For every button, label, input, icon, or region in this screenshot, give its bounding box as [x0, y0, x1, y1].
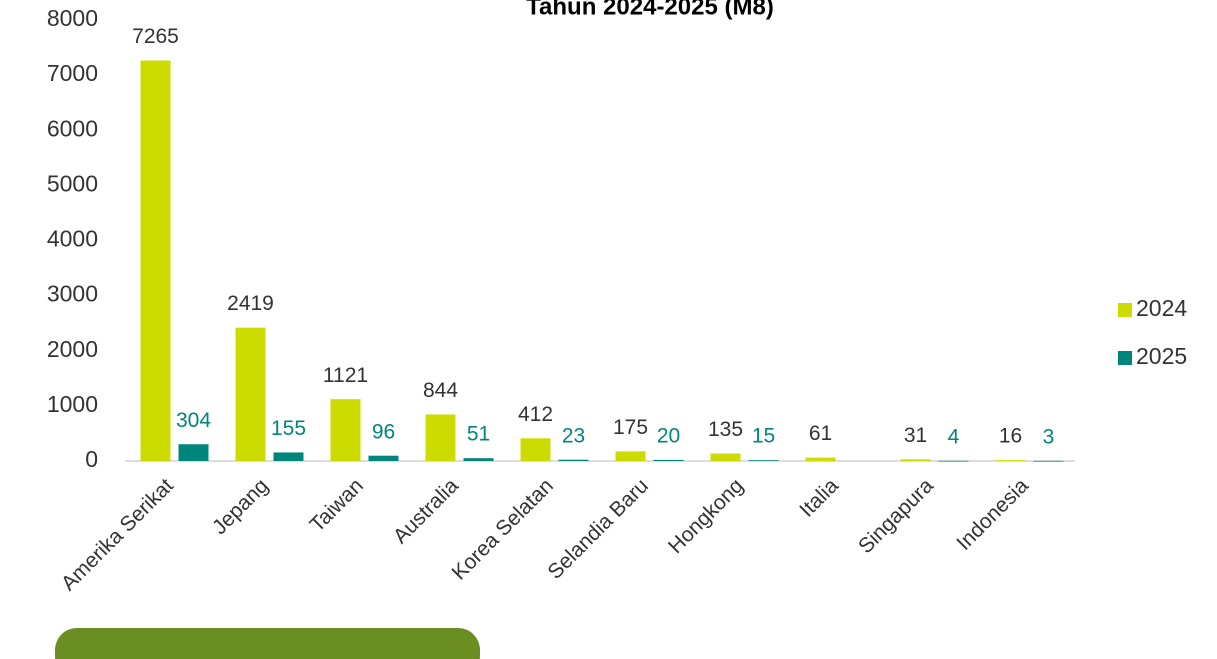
bar: [748, 460, 779, 461]
data-label: 61: [809, 422, 832, 445]
data-label: 135: [708, 418, 743, 441]
x-tick-label: Hongkong: [664, 474, 748, 558]
x-tick-label: Korea Selatan: [448, 474, 558, 584]
y-tick-label: 5000: [47, 170, 98, 196]
data-label: 20: [657, 424, 680, 447]
bar: [558, 459, 589, 461]
bar: [368, 455, 399, 461]
bar: [805, 457, 836, 461]
data-label: 844: [423, 379, 458, 402]
data-label: 412: [518, 403, 553, 426]
bar: [273, 452, 304, 461]
bar: [520, 438, 551, 461]
data-label: 7265: [132, 25, 179, 48]
data-label: 51: [467, 423, 490, 446]
y-tick-label: 4000: [47, 226, 98, 252]
data-label: 16: [999, 425, 1022, 448]
legend-swatch: [1118, 303, 1132, 317]
legend-swatch: [1118, 351, 1132, 365]
bar: [463, 458, 494, 461]
data-label: 2419: [227, 292, 274, 315]
data-label: 175: [613, 416, 648, 439]
data-label: 4: [948, 425, 960, 448]
data-label: 304: [176, 409, 211, 432]
bar: [178, 444, 209, 461]
banner: [55, 628, 480, 659]
bar: [653, 459, 684, 461]
x-tick-label: Singapura: [854, 474, 938, 558]
bar: [235, 327, 266, 461]
bar: [425, 414, 456, 461]
data-label: 23: [562, 424, 585, 447]
data-label: 96: [372, 420, 395, 443]
data-label: 1121: [323, 364, 368, 387]
legend-label: 2024: [1136, 295, 1187, 321]
x-tick-label: Australia: [389, 474, 463, 548]
data-label: 155: [271, 417, 306, 440]
x-tick-label: Italia: [795, 474, 843, 522]
data-label: 15: [752, 425, 775, 448]
chart-title: Tahun 2024-2025 (M8): [526, 0, 774, 20]
bar: [995, 460, 1026, 461]
x-tick-label: Selandia Baru: [543, 474, 653, 584]
bar: [710, 453, 741, 461]
y-tick-label: 3000: [47, 281, 98, 307]
x-tick-label: Indonesia: [952, 474, 1033, 555]
y-tick-label: 2000: [47, 336, 98, 362]
data-label: 3: [1043, 425, 1055, 448]
bar: [140, 60, 171, 461]
x-tick-label: Jepang: [208, 474, 273, 539]
x-tick-label: Amerika Serikat: [57, 474, 178, 595]
bar: [615, 451, 646, 461]
y-tick-label: 6000: [47, 115, 98, 141]
bar: [938, 460, 969, 462]
legend-label: 2025: [1136, 343, 1187, 369]
bar: [330, 399, 361, 461]
y-tick-label: 8000: [47, 5, 98, 31]
data-label: 31: [904, 424, 927, 447]
bar: [900, 459, 931, 461]
y-tick-label: 7000: [47, 60, 98, 86]
y-tick-label: 0: [85, 446, 98, 472]
y-tick-label: 1000: [47, 391, 98, 417]
x-tick-label: Taiwan: [305, 474, 367, 536]
bar: [1033, 460, 1064, 462]
